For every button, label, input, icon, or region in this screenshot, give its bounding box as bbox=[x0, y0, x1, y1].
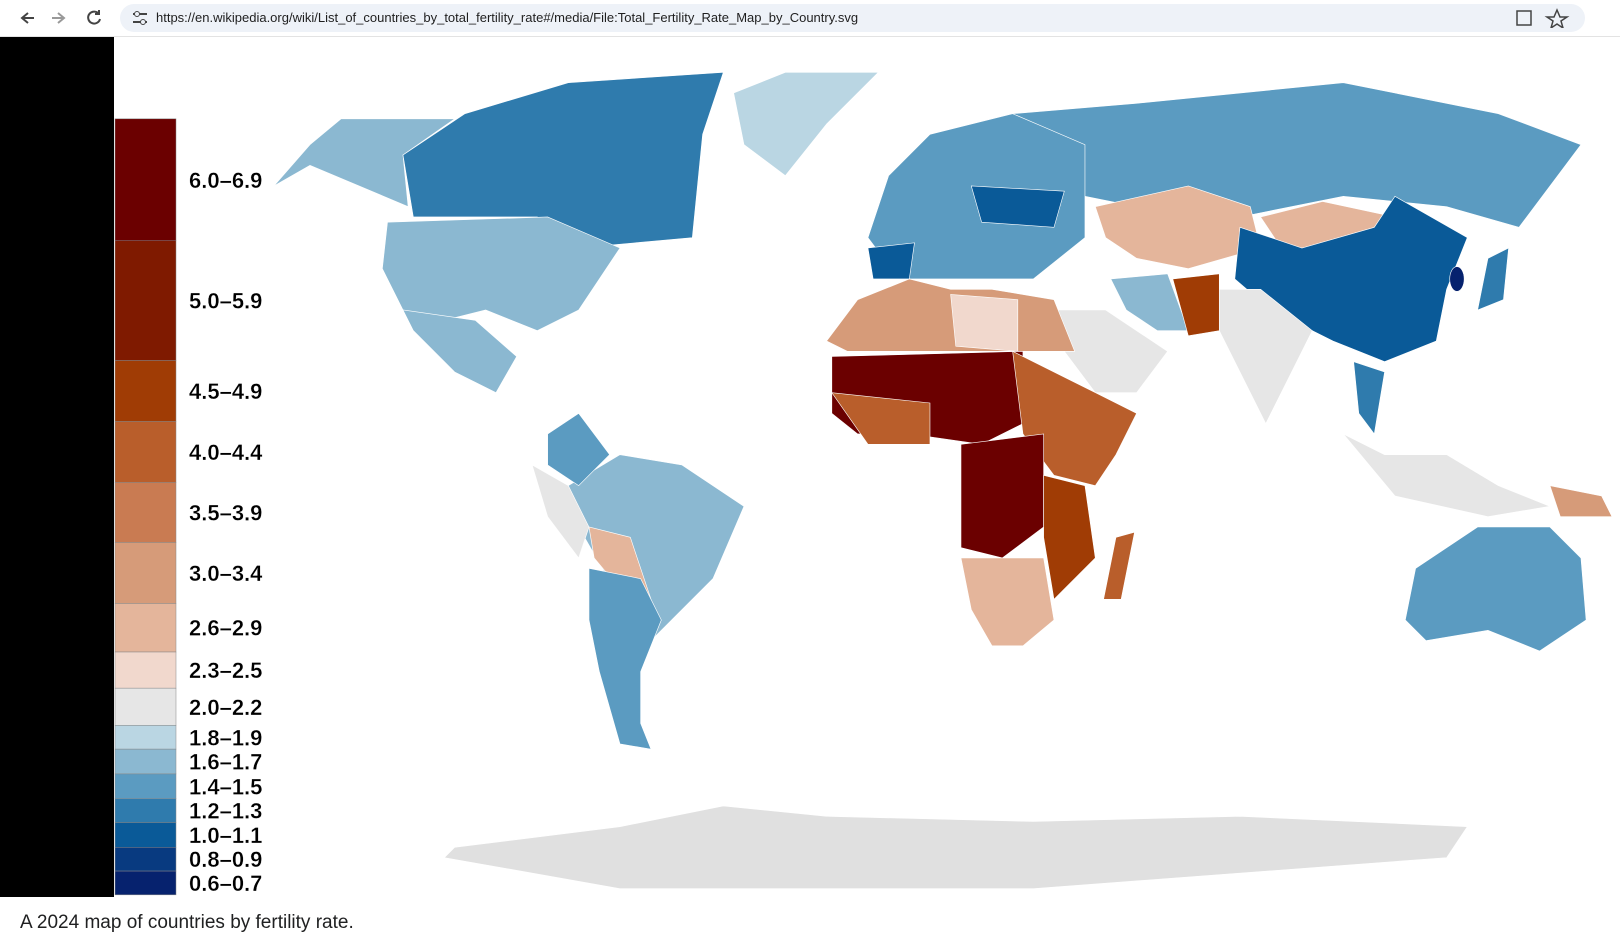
spain bbox=[867, 242, 915, 280]
legend-label: 0.8–0.9 bbox=[189, 847, 262, 872]
caption: A 2024 map of countries by fertility rat… bbox=[20, 912, 354, 933]
central-africa bbox=[960, 433, 1044, 559]
legend-swatch bbox=[114, 240, 177, 361]
legend-swatch bbox=[114, 748, 177, 775]
legend-label: 1.2–1.3 bbox=[189, 799, 262, 824]
legend-swatch bbox=[114, 773, 177, 799]
legend-label: 6.0–6.9 bbox=[189, 168, 262, 193]
forward-button[interactable] bbox=[52, 12, 66, 24]
legend-swatch bbox=[114, 360, 177, 422]
legend-swatch bbox=[114, 421, 177, 483]
tanzania bbox=[1043, 474, 1096, 600]
reload-button[interactable] bbox=[87, 10, 101, 25]
legend-label: 2.0–2.2 bbox=[189, 695, 262, 720]
legend-swatch bbox=[114, 798, 177, 823]
legend-label: 1.6–1.7 bbox=[189, 750, 262, 775]
peru bbox=[531, 464, 590, 559]
south-korea bbox=[1449, 266, 1465, 292]
bookmark-star[interactable] bbox=[1544, 8, 1570, 28]
translate-icon[interactable] bbox=[1516, 10, 1532, 26]
east-africa bbox=[1012, 350, 1138, 487]
url-actions bbox=[1516, 8, 1570, 28]
west-africa bbox=[831, 392, 931, 445]
mongolia bbox=[1260, 201, 1396, 249]
colombia bbox=[547, 412, 611, 487]
russia bbox=[1011, 82, 1582, 228]
legend-label: 1.4–1.5 bbox=[189, 774, 262, 799]
europe bbox=[867, 113, 1086, 280]
site-info-icon[interactable] bbox=[130, 8, 150, 28]
legend-label: 4.0–4.4 bbox=[189, 440, 263, 465]
legend-label: 1.8–1.9 bbox=[189, 725, 262, 750]
back-button[interactable] bbox=[20, 12, 34, 24]
brazil bbox=[567, 454, 745, 642]
legend-swatch bbox=[114, 687, 177, 726]
china bbox=[1234, 195, 1468, 362]
north-africa bbox=[826, 278, 1076, 352]
legend-swatch bbox=[114, 870, 177, 896]
mexico bbox=[402, 309, 518, 394]
southeast-asia bbox=[1343, 433, 1552, 517]
sahel bbox=[831, 351, 1024, 445]
legend-label: 5.0–5.9 bbox=[189, 289, 262, 314]
legend-label: 0.6–0.7 bbox=[189, 871, 262, 896]
world-map bbox=[273, 71, 1613, 889]
legend-swatch bbox=[114, 603, 177, 653]
madagascar bbox=[1103, 531, 1135, 600]
legend-swatch bbox=[114, 847, 177, 872]
legend-label: 3.0–3.4 bbox=[189, 561, 263, 586]
central-europe bbox=[970, 185, 1065, 228]
arabia bbox=[1053, 309, 1169, 393]
bolivia bbox=[588, 526, 652, 600]
afghanistan-pakistan bbox=[1172, 273, 1220, 337]
legend-swatch bbox=[114, 651, 177, 689]
legend-label: 3.5–3.9 bbox=[189, 501, 262, 526]
central-asia bbox=[1094, 185, 1261, 269]
australia bbox=[1404, 526, 1587, 652]
browser-toolbar: https://en.wikipedia.org/wiki/List_of_co… bbox=[0, 0, 1620, 37]
address-bar[interactable]: https://en.wikipedia.org/wiki/List_of_co… bbox=[120, 4, 1585, 32]
thailand bbox=[1353, 361, 1385, 435]
legend: 6.0–6.9 5.0–5.9 4.5–4.9 4.0–4.4 3.5–3.9 3.0–3… bbox=[114, 118, 263, 896]
url-text: https://en.wikipedia.org/wiki/List_of_co… bbox=[156, 10, 859, 25]
legend-label: 2.3–2.5 bbox=[189, 658, 262, 683]
viewer-side-panel bbox=[0, 37, 114, 897]
papua-new-guinea bbox=[1549, 485, 1613, 517]
alaska bbox=[273, 118, 456, 208]
southern-africa bbox=[960, 557, 1055, 647]
legend-swatch bbox=[114, 725, 177, 750]
greenland bbox=[733, 72, 880, 177]
legend-label: 4.5–4.9 bbox=[189, 379, 262, 404]
usa bbox=[382, 216, 621, 331]
legend-swatch bbox=[114, 118, 177, 242]
legend-swatch bbox=[114, 542, 177, 604]
japan bbox=[1477, 247, 1509, 311]
legend-label: 1.0–1.1 bbox=[189, 823, 262, 848]
legend-swatch bbox=[114, 482, 177, 543]
argentina-chile bbox=[588, 567, 662, 750]
legend-label: 2.6–2.9 bbox=[189, 616, 262, 641]
legend-swatch bbox=[114, 822, 177, 848]
libya bbox=[950, 294, 1019, 352]
canada bbox=[402, 71, 724, 249]
antarctica bbox=[443, 805, 1468, 889]
india bbox=[1213, 289, 1313, 425]
iran bbox=[1110, 273, 1189, 331]
nav-buttons bbox=[20, 10, 101, 25]
